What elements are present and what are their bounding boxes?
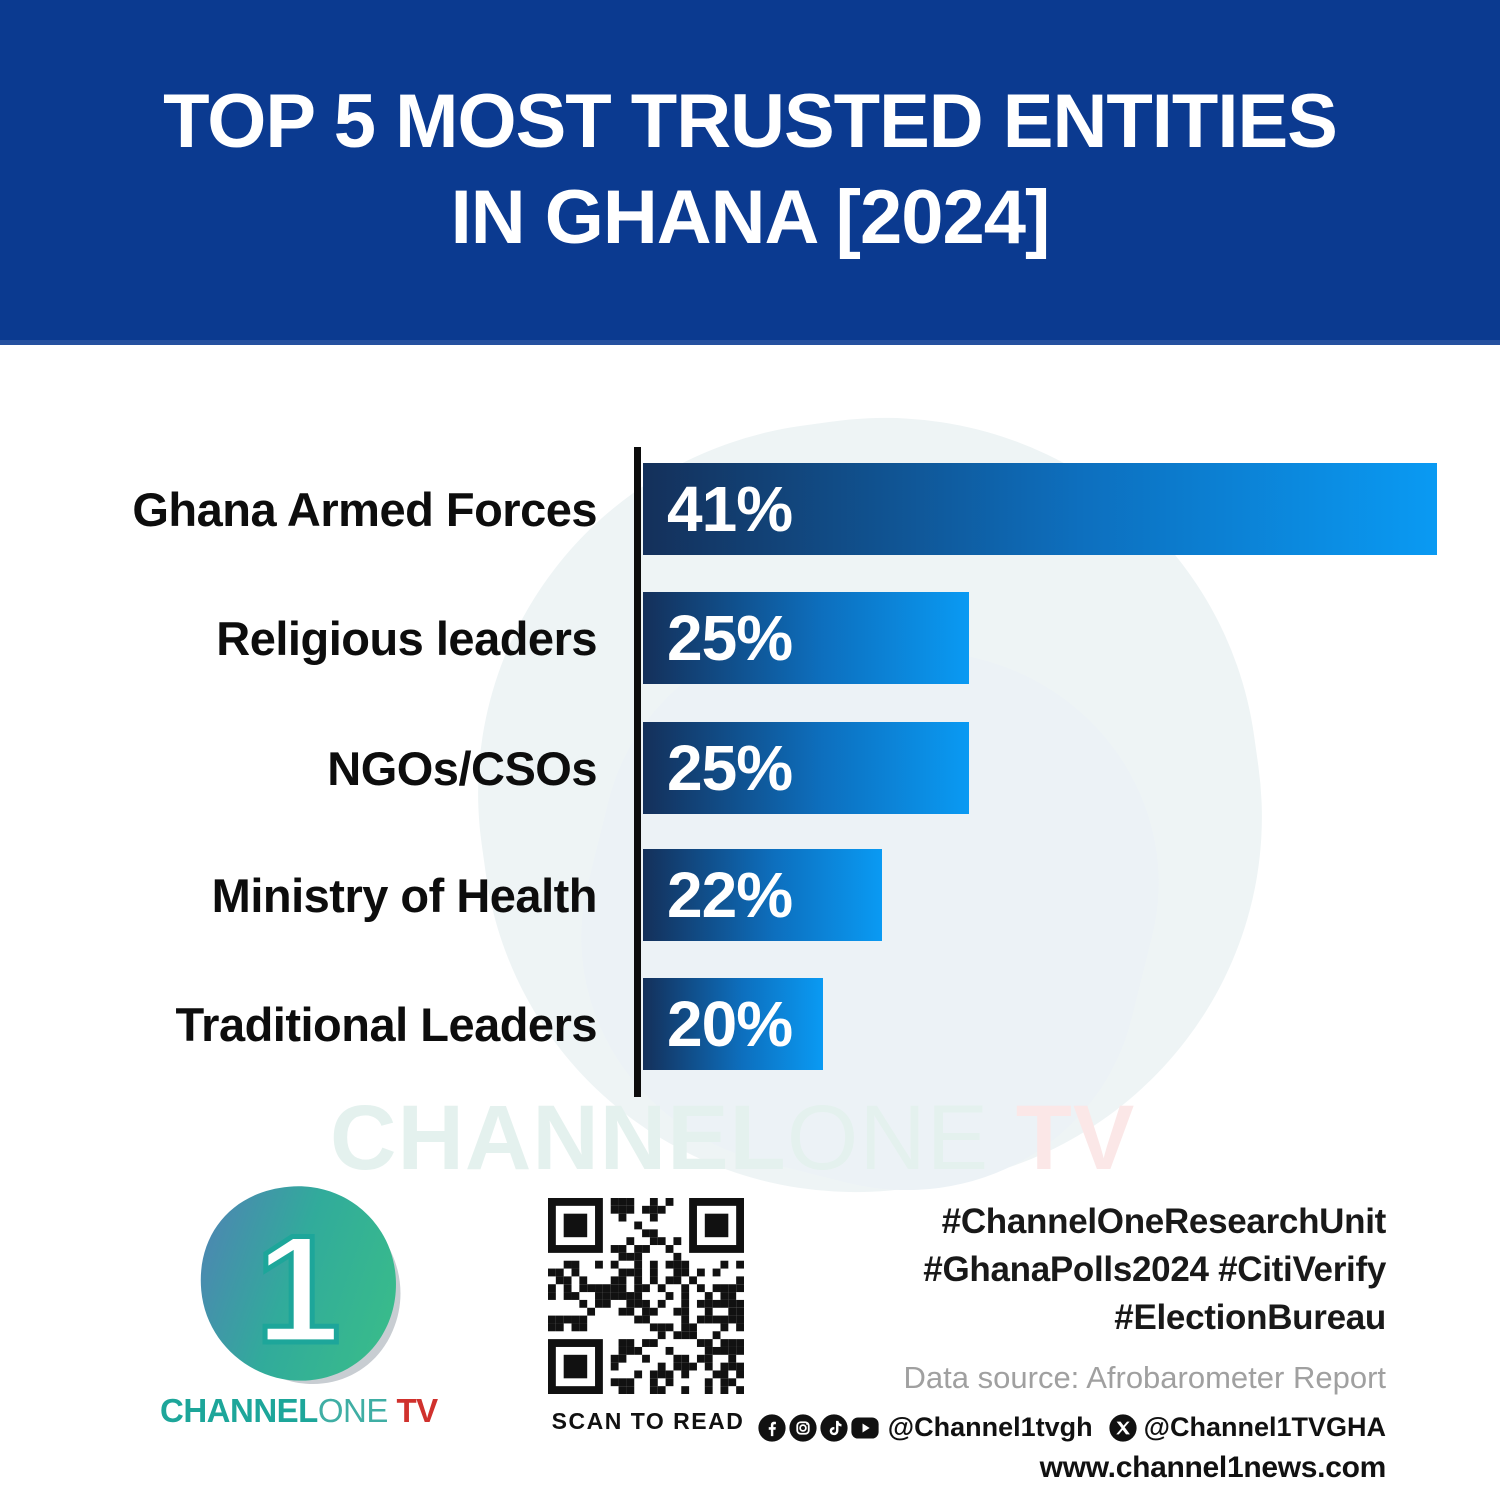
bar-value-label: 22% [667, 859, 793, 931]
category-label: Ghana Armed Forces [132, 482, 597, 536]
hashtags-line-3: #ElectionBureau [1114, 1298, 1386, 1337]
social-handle-x: @Channel1TVGHA [1143, 1412, 1386, 1442]
bar-traditional-leaders: 20% [643, 978, 823, 1070]
logo-numeral-one: 1 [255, 1204, 340, 1375]
hashtags-line-2: #GhanaPolls2024 #CitiVerify [923, 1250, 1386, 1289]
watermark-one-text: ONE [786, 1087, 990, 1189]
page-title-line-2: IN GHANA [2024] [450, 175, 1051, 260]
qr-code [548, 1198, 744, 1394]
category-label: NGOs/CSOs [327, 741, 597, 795]
social-icons-group [758, 1413, 879, 1442]
logo-wordmark-channel: CHANNEL [160, 1392, 318, 1429]
hashtags-line-1: #ChannelOneResearchUnit [941, 1202, 1387, 1241]
channel-one-logo: 1 CHANNELONE TV [160, 1178, 440, 1430]
logo-wordmark-tv: TV [387, 1392, 439, 1429]
footer-right-block: #ChannelOneResearchUnit #GhanaPolls2024 … [758, 1198, 1387, 1485]
bar-ministry-of-health: 22% [643, 849, 882, 941]
watermark-channelone-tv: CHANNELONE TV [330, 1086, 1135, 1191]
bar-religious-leaders: 25% [643, 592, 969, 684]
watermark-tv-text: TV [989, 1087, 1136, 1189]
logo-wordmark-one: ONE [317, 1392, 389, 1429]
instagram-icon [789, 1413, 817, 1442]
channel-one-logo-mark: 1 [200, 1186, 401, 1384]
facebook-icon [758, 1413, 786, 1442]
page-title-line-1: TOP 5 MOST TRUSTED ENTITIES [163, 79, 1338, 164]
qr-block: SCAN TO READ [548, 1198, 748, 1435]
youtube-icon [851, 1417, 879, 1438]
bar-value-label: 25% [667, 732, 793, 804]
data-source-text: Data source: Afrobarometer Report [903, 1360, 1386, 1395]
header-banner: TOP 5 MOST TRUSTED ENTITIES IN GHANA [20… [0, 0, 1500, 345]
watermark-channel-text: CHANNEL [330, 1087, 787, 1189]
bar-value-label: 20% [667, 988, 793, 1060]
chart-row: Traditional Leaders 20% [0, 978, 1500, 1070]
bar-value-label: 25% [667, 602, 793, 674]
social-handle-primary: @Channel1tvgh [887, 1412, 1093, 1442]
category-label: Traditional Leaders [175, 997, 598, 1051]
logo-teal-blob [200, 1186, 396, 1381]
category-label: Ministry of Health [211, 868, 598, 922]
bar-ngos-csos: 25% [643, 722, 969, 814]
category-label: Religious leaders [216, 611, 597, 665]
chart-row: Ministry of Health 22% [0, 849, 1500, 941]
tiktok-icon [820, 1413, 848, 1442]
y-axis-line [634, 447, 641, 1097]
bar-ghana-armed-forces: 41% [643, 463, 1437, 555]
chart-row: Ghana Armed Forces 41% [0, 463, 1500, 555]
logo-wordmark: CHANNELONE TV [160, 1392, 440, 1430]
website-url: www.channel1news.com [1039, 1451, 1387, 1484]
bar-value-label: 41% [667, 473, 793, 545]
chart-row: NGOs/CSOs 25% [0, 722, 1500, 814]
qr-caption: SCAN TO READ [551, 1408, 745, 1434]
social-row: @Channel1tvgh @Channel1TVGHA [758, 1412, 1386, 1443]
x-twitter-icon [1109, 1413, 1137, 1442]
chart-row: Religious leaders 25% [0, 592, 1500, 684]
